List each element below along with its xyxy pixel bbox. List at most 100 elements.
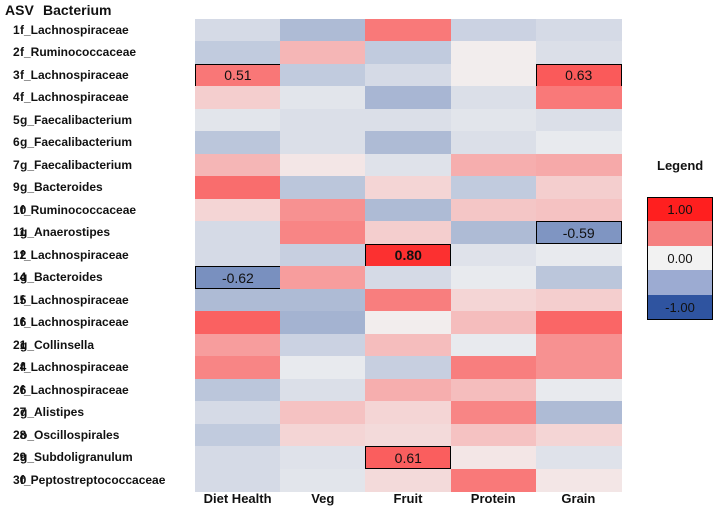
heatmap-cell xyxy=(195,468,281,492)
heatmap-cell xyxy=(195,131,281,155)
heatmap-cell xyxy=(195,356,281,380)
row-asv-label: 11 xyxy=(13,225,26,240)
heatmap-cell xyxy=(365,221,452,245)
heatmap-cell xyxy=(280,63,366,88)
legend-swatch: 1.00 xyxy=(647,197,713,222)
row-bacterium-label: g_Faecalibacterium xyxy=(20,112,133,127)
heatmap-cell xyxy=(450,108,537,132)
heatmap-cell xyxy=(195,19,281,43)
heatmap-cell xyxy=(280,356,366,380)
heatmap-cell xyxy=(365,131,452,155)
heatmap-cell xyxy=(450,176,537,200)
heatmap-cell xyxy=(195,401,281,425)
heatmap-cell xyxy=(365,468,452,492)
legend-swatch: -1.00 xyxy=(647,294,713,320)
heatmap-cell xyxy=(535,468,622,492)
heatmap-cell xyxy=(280,243,366,267)
heatmap-cell: 0.51 xyxy=(195,63,281,88)
heatmap-cell xyxy=(365,356,452,380)
legend-title: Legend xyxy=(657,158,704,173)
row-bacterium-label: f_Lachnospiraceae xyxy=(20,67,129,82)
row-bacterium-label: f_Lachnospiraceae xyxy=(20,90,129,105)
heatmap-cell xyxy=(280,198,366,222)
heatmap-cell xyxy=(535,356,622,380)
heatmap-cell xyxy=(365,19,452,43)
heatmap-cell xyxy=(450,243,537,267)
heatmap-cell xyxy=(195,423,281,447)
heatmap-cell xyxy=(365,423,452,447)
bacterium-header: Bacterium xyxy=(43,2,112,18)
heatmap-cell xyxy=(535,131,622,155)
heatmap-cell xyxy=(365,41,452,65)
cell-value-label: 0.61 xyxy=(394,449,422,466)
row-bacterium-label: f_Lachnospiraceae xyxy=(20,247,129,262)
legend-swatch xyxy=(647,270,713,296)
row-bacterium-label: f_Ruminococcaceae xyxy=(20,202,137,217)
heatmap-cell xyxy=(450,468,537,492)
heatmap-cell xyxy=(450,63,537,88)
row-asv-label: 7 xyxy=(13,157,20,172)
row-asv-label: 21 xyxy=(13,337,27,352)
heatmap-cell xyxy=(280,86,366,110)
row-asv-label: 16 xyxy=(13,315,27,330)
heatmap-cell xyxy=(365,266,452,290)
column-label: Protein xyxy=(470,491,516,506)
heatmap-cell xyxy=(365,288,452,312)
row-bacterium-label: f_Lachnospiraceae xyxy=(20,360,129,375)
asv-header: ASV xyxy=(5,2,34,18)
heatmap-cell xyxy=(365,176,452,200)
heatmap-cell: 0.80 xyxy=(365,243,452,267)
heatmap-cell xyxy=(450,311,537,335)
heatmap-cell xyxy=(280,266,366,290)
heatmap-cell xyxy=(450,446,537,470)
heatmap-cell xyxy=(535,401,622,425)
heatmap-cell xyxy=(535,311,622,335)
heatmap-cell xyxy=(450,198,537,222)
heatmap-cell xyxy=(280,221,366,245)
heatmap-cell xyxy=(195,243,281,267)
row-asv-label: 15 xyxy=(13,292,27,307)
row-bacterium-label: f_Lachnospiraceae xyxy=(20,315,129,330)
row-bacterium-label: g_Faecalibacterium xyxy=(20,135,133,150)
row-asv-label: 30 xyxy=(13,472,27,487)
heatmap-cell xyxy=(450,288,537,312)
row-bacterium-label: o_Oscillospirales xyxy=(20,427,120,442)
legend-label: 1.00 xyxy=(667,201,693,217)
heatmap-cell xyxy=(195,311,281,335)
heatmap-cell xyxy=(535,176,622,200)
heatmap-cell xyxy=(280,176,366,200)
heatmap-cell xyxy=(450,378,537,402)
cell-value-label: -0.62 xyxy=(221,269,254,286)
row-asv-label: 26 xyxy=(13,382,27,397)
heatmap-cell: -0.59 xyxy=(535,221,622,245)
heatmap-cell: 0.61 xyxy=(365,446,452,470)
heatmap-cell xyxy=(535,86,622,110)
heatmap-cell xyxy=(280,401,366,425)
row-bacterium-label: f_Peptostreptococcaceae xyxy=(20,472,166,487)
row-bacterium-label: g_Alistipes xyxy=(20,405,85,420)
column-label: Fruit xyxy=(393,491,423,506)
heatmap-cell: -0.62 xyxy=(195,266,281,290)
heatmap-cell xyxy=(535,108,622,132)
row-asv-label: 24 xyxy=(13,360,27,375)
row-bacterium-label: f_Lachnospiraceae xyxy=(20,23,129,37)
heatmap-cell xyxy=(195,108,281,132)
row-asv-label: 10 xyxy=(13,202,27,217)
row-asv-label: 27 xyxy=(13,405,27,420)
heatmap-cell xyxy=(365,401,452,425)
heatmap-cell xyxy=(280,468,366,492)
row-asv-label: 6 xyxy=(13,135,20,150)
row-bacterium-label: f_Lachnospiraceae xyxy=(20,292,129,307)
heatmap-cell xyxy=(450,41,537,65)
heatmap-cell xyxy=(450,333,537,357)
heatmap-cell xyxy=(365,378,452,402)
row-asv-label: 1 xyxy=(13,23,20,37)
legend-label: -1.00 xyxy=(665,299,695,315)
heatmap-cell xyxy=(535,423,622,447)
legend-border xyxy=(647,197,713,320)
heatmap-cell xyxy=(280,41,366,65)
heatmap-cell xyxy=(450,131,537,155)
column-label: Veg xyxy=(311,491,335,506)
heatmap-cell xyxy=(365,108,452,132)
heatmap-cell xyxy=(195,86,281,110)
